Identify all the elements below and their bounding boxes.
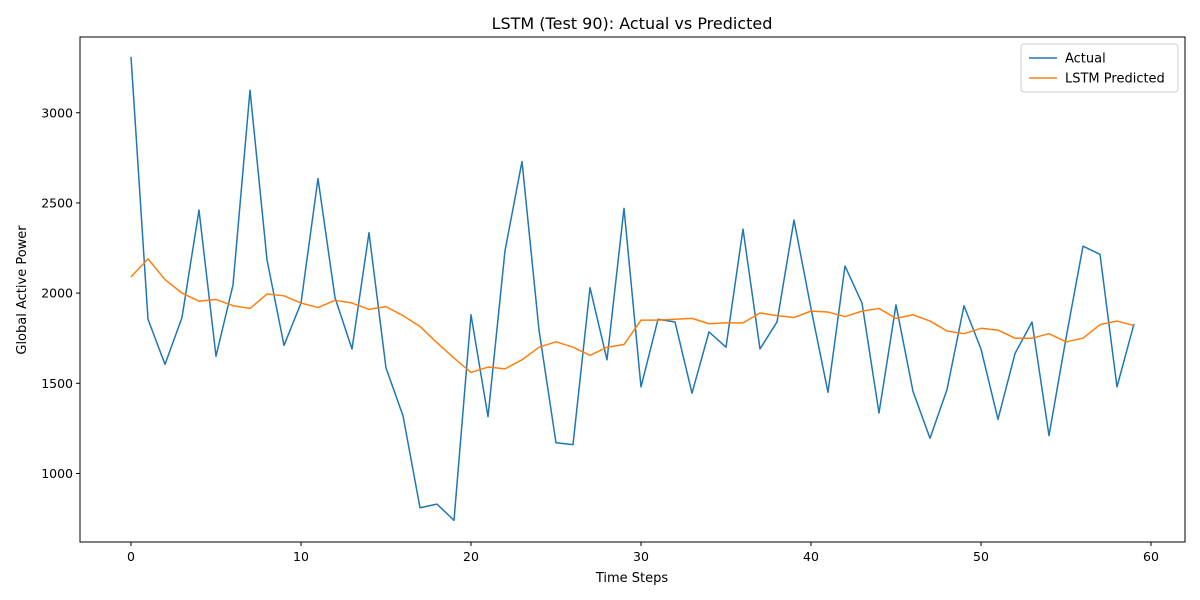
y-axis-ticks: 1000 1500 2000 2500 3000 [41, 105, 80, 481]
x-tick-label: 50 [973, 549, 989, 564]
x-tick-label: 10 [293, 549, 309, 564]
x-tick-label: 40 [803, 549, 819, 564]
plot-area [130, 56, 1135, 522]
series-line-actual [130, 56, 1135, 522]
legend: Actual LSTM Predicted [1020, 43, 1179, 93]
y-tick-label: 2500 [41, 195, 73, 210]
axes-frame [79, 36, 1186, 543]
legend-label-actual: Actual [1065, 52, 1106, 67]
x-axis-ticks: 0 10 20 30 40 50 60 [127, 542, 1159, 564]
legend-box [1020, 43, 1179, 93]
y-tick-label: 1500 [41, 376, 73, 391]
y-tick-label: 1000 [41, 466, 73, 481]
y-axis-label: Global Active Power [15, 225, 30, 355]
y-tick-label: 3000 [41, 105, 73, 120]
x-tick-label: 30 [633, 549, 649, 564]
x-tick-label: 20 [463, 549, 479, 564]
x-tick-label: 60 [1143, 549, 1159, 564]
x-tick-label: 0 [127, 549, 135, 564]
chart-title: LSTM (Test 90): Actual vs Predicted [492, 14, 773, 33]
series-line-predicted [130, 258, 1135, 374]
legend-label-predicted: LSTM Predicted [1065, 72, 1165, 87]
x-axis-label: Time Steps [595, 571, 669, 586]
y-tick-label: 2000 [41, 286, 73, 301]
